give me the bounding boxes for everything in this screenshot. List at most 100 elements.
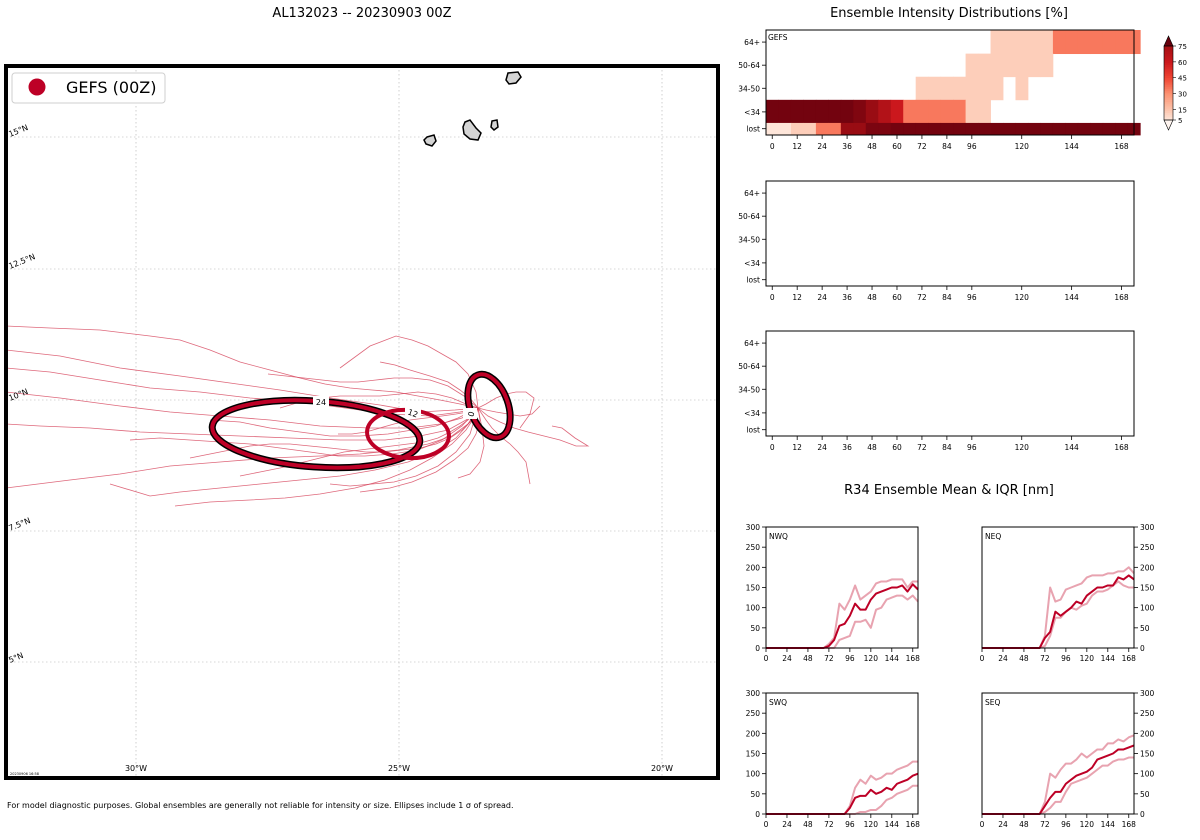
heat-cell (1003, 122, 1016, 136)
x-tick-label: 72 (1040, 820, 1050, 829)
heat-cell (953, 99, 966, 124)
intensity-title: Ensemble Intensity Distributions [%] (830, 6, 1068, 21)
x-tick-label: 48 (867, 142, 877, 151)
x-tick-label: 48 (1019, 654, 1029, 663)
heat-cell (803, 99, 817, 124)
colorbar-step (1164, 57, 1173, 60)
colorbar-step (1164, 105, 1173, 108)
heat-cell (1115, 30, 1129, 55)
y-tick-label: 50 (750, 790, 760, 799)
x-tick-label: 0 (770, 443, 775, 452)
ellipse-label-12: 12 (407, 407, 420, 419)
colorbar-step (1164, 107, 1173, 110)
x-tick-label: 168 (1114, 293, 1129, 302)
colorbar-frame (1163, 45, 1174, 121)
heat-cell (978, 53, 991, 78)
heat-cell (1065, 122, 1079, 136)
heat-cell (1052, 30, 1066, 55)
x-tick-label: 168 (1122, 820, 1137, 829)
colorbar-step (1164, 71, 1173, 75)
heat-cell (940, 122, 954, 136)
colorbar-step (1164, 116, 1173, 119)
y-tick-label: 250 (746, 543, 761, 552)
colorbar-step (1164, 66, 1173, 69)
heat-cell (878, 99, 892, 124)
heat-cell (978, 122, 991, 136)
heat-cell (915, 99, 929, 124)
heat-cell (1003, 30, 1016, 55)
x-tick-label: 48 (867, 443, 877, 452)
heat-cell (1090, 30, 1104, 55)
quadrant-label: NEQ (985, 532, 1001, 541)
x-tick-label: 120 (1080, 654, 1095, 663)
heat-cell (990, 122, 1004, 136)
colorbar-step (1164, 94, 1173, 97)
y-tick-label: 0 (1140, 644, 1145, 653)
heat-cell (890, 122, 904, 136)
cape-verde-islands (423, 71, 522, 147)
x-tick-label: 96 (1061, 820, 1071, 829)
x-tick-label: 60 (892, 142, 902, 151)
heat-cell (965, 76, 979, 101)
heat-cell (1040, 30, 1054, 55)
colorbar-step (1164, 83, 1173, 86)
colorbar-tick-label: 75 (1178, 43, 1187, 51)
quadrant-label: NWQ (769, 532, 788, 541)
y-tick-label: 100 (746, 770, 761, 779)
colorbar-step (1164, 73, 1173, 76)
y-tick-label: lost (746, 276, 760, 285)
x-tick-label: 84 (942, 443, 952, 452)
r34-panel-swq: 0 50 100 150 200 250 300 0 24 48 72 96 120 144 168 SWQ (746, 689, 920, 829)
x-tick-label: 168 (1122, 654, 1137, 663)
r34-panel-neq: 0 50 100 150 200 250 300 0 24 48 72 96 120 144 168 NEQ (980, 523, 1155, 663)
colorbar-step (1164, 110, 1173, 113)
x-tick-label: 72 (1040, 654, 1050, 663)
colorbar-tick-label: 5 (1178, 117, 1182, 125)
y-tick-label: 50-64 (738, 362, 760, 371)
quadrant-label: SEQ (985, 698, 1000, 707)
colorbar-tick-label: 60 (1178, 59, 1187, 67)
colorbar-step (1164, 77, 1173, 80)
x-tick-label: 96 (1061, 654, 1071, 663)
x-tick-label: 144 (1101, 820, 1116, 829)
heat-cell (1003, 53, 1016, 78)
x-tick-label: 120 (1015, 443, 1030, 452)
map-legend: GEFS (00Z) (11, 72, 166, 104)
main-title: AL132023 -- 20230903 00Z (272, 6, 451, 21)
y-tick-label: 34-50 (738, 84, 760, 93)
x-tick-label: 0 (980, 820, 985, 829)
colorbar-step (1164, 64, 1173, 67)
y-tick-label: 200 (1140, 729, 1155, 738)
x-tick-label: 72 (824, 820, 834, 829)
x-tick-label: 12 (792, 443, 802, 452)
y-tick-label: 200 (746, 563, 761, 572)
x-tick-label: 96 (845, 820, 855, 829)
x-tick-label: 0 (764, 654, 769, 663)
y-tick-label: <34 (744, 259, 760, 268)
heat-cell (1102, 30, 1116, 55)
colorbar-step (1164, 79, 1173, 82)
x-tick-label: 24 (782, 820, 792, 829)
y-tick-label: 64+ (744, 339, 760, 348)
y-tick-label: <34 (744, 409, 760, 418)
x-tick-label: 0 (770, 293, 775, 302)
heat-cell (1077, 30, 1091, 55)
y-tick-label: 250 (1140, 543, 1155, 552)
x-tick-label: 120 (864, 654, 879, 663)
heat-cell (940, 99, 954, 124)
heat-cell (990, 30, 1004, 55)
colorbar-tick-label: 45 (1178, 75, 1187, 83)
heat-cell (1027, 53, 1041, 78)
y-tick-label: 300 (746, 523, 761, 532)
heatmap-frame (765, 330, 1135, 437)
x-tick-label: 96 (845, 654, 855, 663)
x-tick-label: 84 (942, 142, 952, 151)
intensity-panel-gefs: 64+ 50-64 34-50 <34 lost 0 12 24 36 48 60 72 84 96 120… (738, 29, 1141, 151)
heat-cell (815, 99, 829, 124)
y-tick-label: 0 (1140, 810, 1145, 819)
heat-cell (928, 99, 942, 124)
colorbar-step (1164, 95, 1173, 99)
x-tick-label: 0 (980, 654, 985, 663)
